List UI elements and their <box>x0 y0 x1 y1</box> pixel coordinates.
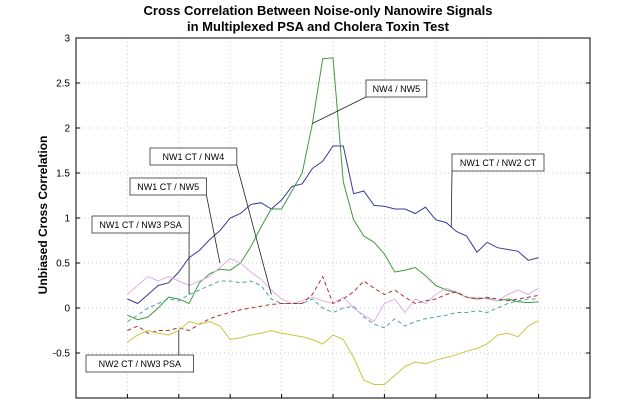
annotation-label: NW4 / NW5 <box>373 84 421 94</box>
annotation-label: NW1 CT / NW3 PSA <box>99 220 181 230</box>
annotation-4: NW1 CT / NW3 PSA <box>91 215 190 295</box>
y-tick-label: 1 <box>64 214 70 225</box>
y-axis-label: Unbiased Cross Correlation <box>36 136 50 295</box>
annotation-leader <box>236 164 272 295</box>
y-tick-label: 2 <box>64 124 70 135</box>
series-line-2 <box>127 280 539 329</box>
series-layer <box>127 57 539 385</box>
chart-title-line-2: in Multiplexed PSA and Cholera Toxin Tes… <box>187 19 450 34</box>
series-line-0 <box>127 145 539 305</box>
y-tick-label: 3 <box>64 34 70 45</box>
annotation-box <box>91 215 190 234</box>
annotation-box <box>129 177 207 196</box>
y-tick-label: 1.5 <box>56 169 70 180</box>
y-tick-label: 0 <box>64 304 70 315</box>
y-tick-label: 0.5 <box>56 259 70 270</box>
chart-title-line-1: Cross Correlation Between Noise-only Nan… <box>144 3 493 18</box>
annotation-box <box>451 153 545 172</box>
y-tick-label: -0.5 <box>53 349 71 360</box>
annotation-label: NW2 CT / NW3 PSA <box>99 359 181 369</box>
annotation-3: NW1 CT / NW5 <box>129 177 221 264</box>
annotation-5: NW2 CT / NW3 PSA <box>85 330 194 373</box>
series-line-4 <box>127 275 539 334</box>
annotation-leader <box>312 96 367 124</box>
series-line-1 <box>127 57 539 321</box>
annotation-2: NW1 CT / NW4 <box>149 147 272 295</box>
annotation-layer: NW4 / NW5 NW1 CT / NW2 CT NW1 CT / NW4 NW1 … <box>85 79 545 373</box>
annotation-0: NW4 / NW5 <box>312 79 428 124</box>
annotation-1: NW1 CT / NW2 CT <box>450 153 545 228</box>
annotation-leader <box>206 194 221 264</box>
annotation-box <box>365 79 428 98</box>
series-line-5 <box>127 320 539 385</box>
chart-title: Cross Correlation Between Noise-only Nan… <box>144 3 493 34</box>
annotation-box <box>149 147 238 166</box>
annotation-label: NW1 CT / NW5 <box>137 182 199 192</box>
y-axis-ticks: -0.5 0 0.5 1 1.5 2 2.5 3 <box>53 34 591 399</box>
annotation-box <box>85 354 194 373</box>
y-tick-label: 2.5 <box>56 79 70 90</box>
annotation-label: NW1 CT / NW4 <box>162 152 224 162</box>
annotation-label: NW1 CT / NW2 CT <box>460 158 537 168</box>
annotation-leader <box>450 170 453 228</box>
